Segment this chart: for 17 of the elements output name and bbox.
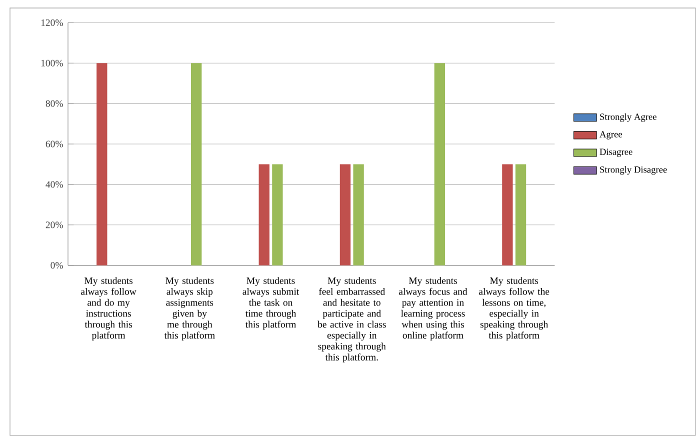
x-tick-label: My students always skip assignments given by me through this platform bbox=[164, 277, 215, 341]
x-tick-label: My students feel embarrassed and hesitate to participate and be active in class especially in speaking through this platform. bbox=[318, 277, 386, 362]
y-tick-label: 20% bbox=[46, 222, 63, 228]
legend-label: Strongly Disagree bbox=[600, 166, 667, 175]
y-tick-label: 40% bbox=[46, 181, 63, 188]
y-tick-label: 80% bbox=[46, 100, 63, 107]
y-tick-label: 0% bbox=[50, 262, 63, 269]
y-tick-label: 120% bbox=[41, 19, 63, 26]
legend-label: Disagree bbox=[600, 148, 632, 157]
legend-label: Agree bbox=[600, 131, 622, 140]
x-tick-label: My students always follow and do my instructions through this platform bbox=[81, 277, 136, 341]
x-tick-label: My students always focus and pay attention in learning process when using this online platform bbox=[399, 277, 468, 341]
x-tick-label: My students always follow the lessons on time, especially in speaking through this platform bbox=[479, 277, 550, 341]
x-tick-label: My students always submit the task on time through this platform bbox=[242, 277, 300, 330]
legend-label: Strongly Agree bbox=[600, 113, 656, 122]
y-tick-label: 60% bbox=[46, 140, 63, 148]
y-tick-label: 100% bbox=[41, 60, 63, 66]
